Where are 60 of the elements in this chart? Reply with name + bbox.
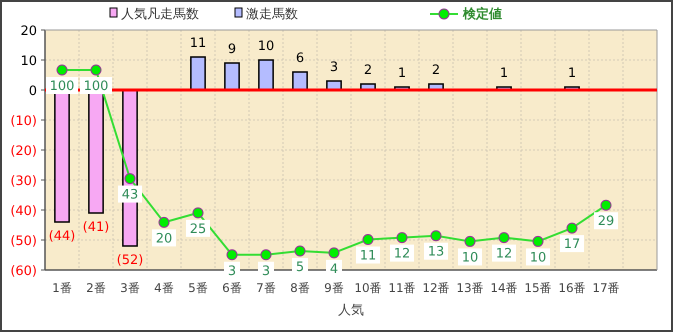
x-tick-label: 17番	[592, 281, 620, 295]
legend-label: 人気凡走馬数	[121, 7, 199, 22]
y-tick-label: (50)	[10, 234, 37, 249]
x-tick-label: 10番	[354, 281, 382, 295]
x-tick-label: 6番	[222, 281, 242, 295]
data-label: 1	[500, 66, 508, 81]
data-label: (52)	[116, 253, 144, 268]
x-tick-label: 15番	[524, 281, 552, 295]
data-label: 3	[262, 264, 270, 279]
data-label: 43	[122, 188, 138, 203]
data-label: 25	[190, 222, 206, 237]
data-label: 2	[432, 63, 440, 78]
x-axis-title: 人気	[338, 303, 364, 318]
data-label: 11	[360, 248, 376, 264]
data-label: 29	[598, 214, 614, 230]
x-tick-label: 13番	[456, 281, 484, 295]
y-tick-label: (30)	[10, 174, 37, 189]
data-label: 10	[530, 250, 546, 266]
x-tick-label: 2番	[86, 281, 106, 295]
data-label: 17	[564, 237, 580, 252]
legend-label: 検定値	[462, 6, 502, 22]
x-tick-label: 8番	[290, 281, 310, 295]
x-tick-label: 12番	[422, 281, 450, 295]
data-label: 9	[228, 42, 236, 57]
data-label: 4	[330, 262, 338, 277]
y-tick-label: 10	[20, 54, 37, 69]
data-label: 11	[190, 36, 206, 51]
data-label: (41)	[82, 220, 110, 235]
y-tick-label: (40)	[10, 204, 37, 219]
y-tick-label: 0	[28, 84, 37, 99]
x-tick-label: 16番	[558, 281, 586, 295]
data-label: 13	[428, 244, 444, 260]
x-tick-label: 9番	[324, 281, 344, 295]
y-tick-label: (60)	[10, 264, 37, 279]
data-label: 3	[330, 60, 338, 75]
x-tick-label: 5番	[188, 281, 208, 295]
y-tick-label: 20	[20, 24, 37, 39]
data-label: 1	[568, 66, 576, 81]
data-label: 100	[50, 79, 74, 94]
y-tick-label: (10)	[10, 114, 37, 129]
data-label: 10	[258, 39, 274, 54]
data-label: 6	[296, 51, 304, 66]
x-tick-label: 11番	[388, 281, 416, 295]
data-label: 5	[296, 260, 304, 275]
data-label: 100	[84, 79, 108, 94]
x-tick-label: 7番	[256, 281, 276, 295]
data-label: 12	[394, 246, 410, 262]
x-tick-label: 3番	[120, 281, 140, 295]
data-label: (44)	[48, 229, 76, 244]
data-label: 10	[462, 250, 478, 266]
x-tick-label: 1番	[52, 281, 72, 295]
data-label: 1	[398, 66, 406, 81]
x-tick-label: 4番	[154, 281, 174, 295]
data-label: 2	[364, 63, 372, 78]
data-label: 12	[496, 246, 512, 262]
y-tick-label: (20)	[10, 144, 37, 159]
legend-label: 激走馬数	[246, 7, 298, 22]
data-label: 20	[156, 231, 172, 246]
data-label: 3	[228, 264, 236, 279]
x-tick-label: 14番	[490, 281, 518, 295]
